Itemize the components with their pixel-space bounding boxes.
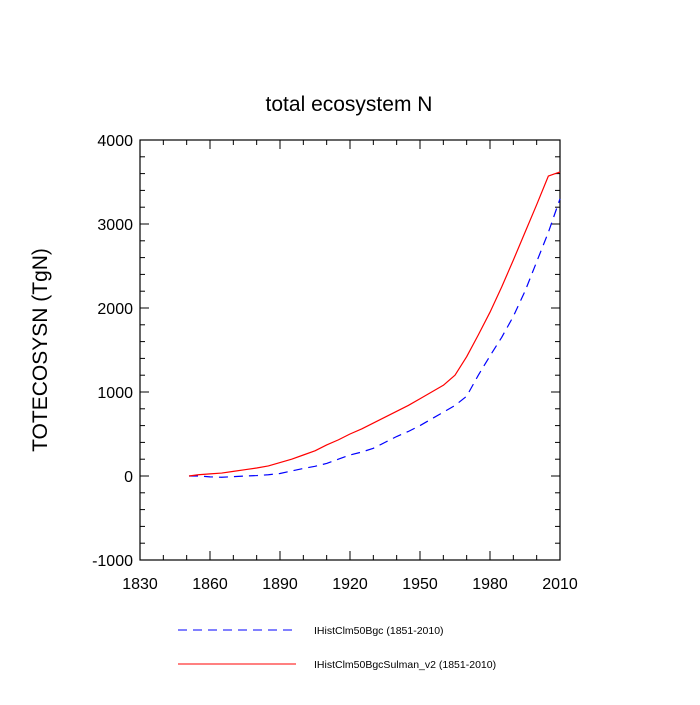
legend: IHistClm50Bgc (1851-2010) IHistClm50BgcSu… [178,625,496,671]
plot-area: 1830 1860 1890 1920 1950 1980 2010 -1000 0 1000 20… [92,133,578,593]
y-tick-label: 4000 [97,133,133,150]
y-tick-label: 1000 [97,385,133,402]
legend-label-2: IHistClm50BgcSulman_v2 (1851-2010) [314,659,496,671]
series-line-2 [188,171,561,477]
x-tick-label: 1860 [192,576,228,593]
y-tick-label: 0 [124,469,133,486]
series-line-1 [189,198,561,478]
x-tick-label: 1950 [402,576,438,593]
x-tick-label: 1830 [122,576,158,593]
y-tick-label: 3000 [97,217,133,234]
plot-frame [139,139,561,561]
x-tick-label: 1920 [332,576,368,593]
x-tick-label: 1890 [262,576,298,593]
y-tick-label: 2000 [97,301,133,318]
x-tick-label: 1980 [472,576,508,593]
x-tick-label: 2010 [542,576,578,593]
chart-title: total ecosystem N [266,93,433,116]
y-tick-label: -1000 [92,553,133,570]
y-axis-label: TOTECOSYSN (TgN) [29,248,52,452]
legend-label-1: IHistClm50Bgc (1851-2010) [314,625,444,637]
